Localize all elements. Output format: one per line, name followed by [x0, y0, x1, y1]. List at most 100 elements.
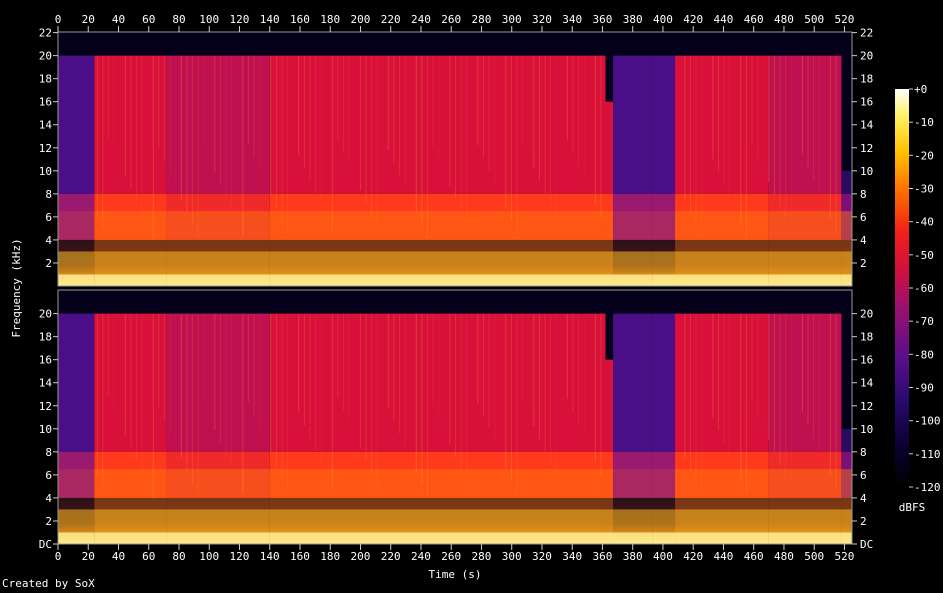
segment-band [652, 532, 676, 544]
segment-band [58, 274, 95, 286]
segment-band [605, 451, 614, 498]
y-tick-label: 8 [45, 188, 52, 201]
segment-band [613, 313, 653, 452]
x-tick-label: 60 [142, 550, 155, 563]
y-tick-label: 10 [39, 423, 52, 436]
segment-band [605, 509, 614, 544]
segment-band [166, 55, 270, 194]
y-tick-label: 2 [860, 515, 867, 528]
colorbar-tick-label: +0 [914, 83, 927, 96]
segment-band [269, 451, 606, 498]
segment-band [841, 170, 852, 194]
colorbar-tick-label: -70 [914, 315, 934, 328]
colorbar-tick-label: -40 [914, 216, 934, 229]
x-tick-label: 140 [260, 550, 280, 563]
x-tick-label: 520 [835, 550, 855, 563]
segment-band [269, 193, 606, 240]
y-tick-label: 20 [39, 50, 52, 63]
segment-band [58, 55, 95, 194]
segment-band [269, 313, 606, 452]
y-tick-label: 8 [860, 188, 867, 201]
colorbar-ticks: +0 -10 -20 -30 -40 -50 -60 -70 -80 -90 -100 -110 -12… [909, 83, 941, 494]
y-tick-label: 14 [39, 377, 53, 390]
y-tick-label: DC [860, 538, 873, 551]
x-tick-label: 420 [683, 13, 703, 26]
y-tick-label: 16 [39, 96, 52, 109]
y-tick-label: 12 [860, 142, 873, 155]
segment-band [605, 359, 614, 452]
x-tick-label: 100 [199, 13, 219, 26]
segment-band [94, 55, 167, 194]
x-tick-label: 320 [532, 13, 552, 26]
segment-band [613, 55, 653, 194]
y-tick-label: 18 [860, 73, 873, 86]
segment-band [94, 532, 167, 544]
colorbar-tick-label: -50 [914, 249, 934, 262]
x-tick-label: 360 [593, 550, 613, 563]
x-tick-label: 400 [653, 13, 673, 26]
y-tick-label: 20 [39, 308, 52, 321]
x-tick-label: 240 [411, 13, 431, 26]
colorbar-tick-label: -120 [914, 481, 941, 494]
segment-band [675, 451, 769, 498]
x-tick-label: 380 [623, 13, 643, 26]
segment-band [166, 313, 270, 452]
colorbar-tick-label: -100 [914, 415, 941, 428]
segment-band [94, 451, 167, 498]
x-tick-label: 60 [142, 13, 155, 26]
y-tick-label: 4 [860, 234, 867, 247]
spectrogram-panels [58, 32, 852, 544]
panel-frame [57, 289, 853, 545]
y-tick-label: 10 [860, 165, 873, 178]
segment-band [166, 451, 270, 498]
x-tick-label: 440 [714, 13, 734, 26]
colorbar-tick-label: -30 [914, 183, 934, 196]
colorbar-tick-label: -80 [914, 348, 934, 361]
x-tick-label: 140 [260, 13, 280, 26]
x-tick-label: 360 [593, 13, 613, 26]
x-tick-label: 260 [441, 13, 461, 26]
x-tick-label: 0 [55, 13, 62, 26]
segment-band [768, 274, 842, 286]
x-tick-label: 480 [774, 13, 794, 26]
segment-band [652, 274, 676, 286]
segment-band [841, 274, 852, 286]
segment-band [166, 274, 270, 286]
segment-band [841, 532, 852, 544]
segment-band [841, 509, 852, 544]
panel-frames [57, 31, 853, 545]
x-tick-label: 200 [351, 13, 371, 26]
x-tick-label: 340 [562, 13, 582, 26]
x-tick-label: 100 [199, 550, 219, 563]
y-tick-label: 16 [39, 354, 52, 367]
y-tick-label: 22 [860, 27, 873, 40]
segment-band [768, 193, 842, 240]
segment-band [675, 274, 769, 286]
y-tick-label: 12 [39, 400, 52, 413]
segment-band [675, 532, 769, 544]
x-tick-label: 320 [532, 550, 552, 563]
y-tick-label: 6 [45, 211, 52, 224]
segment-band [613, 193, 653, 240]
x-tick-label: 80 [172, 13, 185, 26]
x-tick-label: 340 [562, 550, 582, 563]
segment-band [675, 55, 769, 194]
x-tick-label: 240 [411, 550, 431, 563]
x-tick-label: 200 [351, 550, 371, 563]
segment-band [166, 193, 270, 240]
segment-band [605, 532, 614, 544]
colorbar-tick-label: -60 [914, 282, 934, 295]
segment-band [652, 193, 676, 240]
x-tick-label: 0 [55, 550, 62, 563]
x-tick-label: 120 [230, 550, 250, 563]
y-tick-label: 18 [39, 331, 52, 344]
segment-band [652, 313, 676, 452]
colorbar-tick-label: -110 [914, 448, 941, 461]
segment-band [94, 274, 167, 286]
colorbar-tick-label: -90 [914, 382, 934, 395]
y-tick-label: 2 [45, 515, 52, 528]
y-tick-label: 10 [860, 423, 873, 436]
segment-band [605, 251, 614, 286]
